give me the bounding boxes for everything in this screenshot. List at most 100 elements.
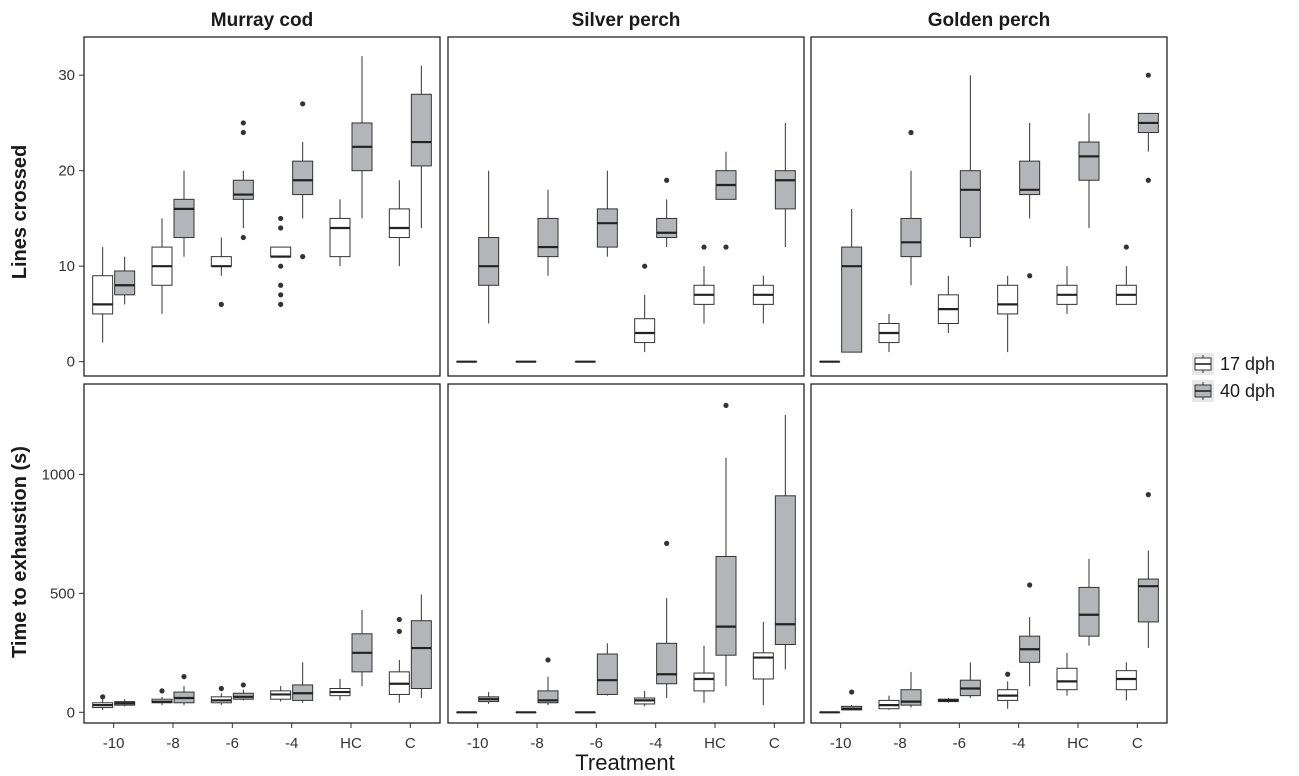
y-tick-label: 1000	[42, 466, 75, 483]
box	[114, 256, 136, 305]
box	[715, 151, 737, 250]
box-body	[752, 652, 774, 680]
box	[596, 643, 618, 696]
box	[151, 688, 173, 706]
box	[1078, 558, 1100, 646]
outlier-point	[159, 688, 165, 694]
panel-titles: Murray cod Silver perch Golden perch	[211, 10, 1050, 31]
panel: 0 500 1000 -10 -8 -6 -4 HC C	[42, 383, 441, 752]
outlier-point	[218, 301, 224, 307]
outlier-point	[664, 540, 670, 546]
x-tick-label: C	[405, 735, 416, 752]
panel-frame	[83, 383, 441, 724]
panel-frame	[83, 36, 441, 377]
outlier-point	[1145, 492, 1151, 498]
box-body	[596, 653, 618, 695]
box-body	[900, 217, 922, 258]
box	[841, 689, 863, 711]
box	[900, 671, 922, 708]
box	[634, 690, 656, 707]
box	[410, 65, 432, 228]
box	[1137, 72, 1159, 183]
box	[388, 616, 410, 703]
box	[596, 170, 618, 257]
box	[351, 56, 373, 219]
box	[92, 247, 114, 343]
box	[937, 275, 959, 334]
x-tick-label: -10	[103, 735, 125, 752]
box	[656, 540, 678, 699]
box-body	[478, 237, 500, 286]
y-axis-label-bottom: Time to exhaustion (s)	[9, 446, 31, 658]
box	[959, 75, 981, 248]
box-body	[270, 246, 292, 258]
box-body	[1137, 578, 1159, 623]
panel-frame	[447, 36, 805, 377]
outlier-point	[1123, 244, 1129, 250]
box	[1056, 266, 1078, 314]
y-tick-label: 0	[67, 704, 75, 721]
box-body	[693, 672, 715, 692]
outlier-point	[278, 263, 284, 269]
box-body	[1078, 141, 1100, 181]
outlier-point	[181, 674, 187, 680]
outlier-point	[1145, 177, 1151, 183]
box	[656, 177, 678, 248]
box	[1137, 492, 1159, 649]
outlier-point	[300, 101, 306, 107]
box	[232, 682, 254, 701]
box-body	[92, 275, 114, 315]
box-body	[114, 270, 136, 296]
outlier-point	[278, 292, 284, 298]
box-body	[1078, 586, 1100, 637]
box	[151, 218, 173, 314]
x-tick-label: -4	[1012, 735, 1025, 752]
box	[292, 662, 314, 703]
outlier-point	[278, 225, 284, 231]
box	[1056, 652, 1078, 696]
outlier-point	[100, 694, 106, 700]
box-body	[173, 198, 195, 239]
outlier-point	[723, 244, 729, 250]
box-body	[656, 642, 678, 685]
legend-label: 40 dph	[1220, 381, 1275, 401]
box	[537, 189, 559, 276]
box-body	[634, 318, 656, 344]
x-tick-label: -6	[590, 735, 603, 752]
box	[292, 101, 314, 260]
panel: -10 -8 -6 -4 HC C	[810, 383, 1168, 752]
outlier-point	[1027, 582, 1033, 588]
outlier-point	[240, 234, 246, 241]
panel-title: Golden perch	[928, 10, 1050, 31]
box	[478, 170, 500, 324]
box	[92, 694, 114, 710]
x-axis-label: Treatment	[575, 750, 674, 775]
x-tick-label: HC	[704, 735, 726, 752]
outlier-point	[396, 628, 402, 635]
box	[329, 678, 351, 701]
box	[693, 244, 715, 324]
box-body	[232, 179, 254, 200]
x-tick-label: C	[769, 735, 780, 752]
box	[173, 170, 195, 257]
box-body	[596, 208, 618, 248]
box-body	[715, 555, 737, 656]
box	[752, 275, 774, 324]
box-body	[537, 217, 559, 258]
outlier-point	[1145, 72, 1151, 78]
box	[997, 275, 1019, 353]
box	[210, 237, 232, 307]
box-body	[1115, 670, 1137, 691]
outlier-point	[278, 215, 284, 222]
box	[210, 685, 232, 706]
outlier-point	[701, 244, 707, 250]
box-body	[900, 689, 922, 706]
box-body	[292, 160, 314, 196]
box	[878, 313, 900, 353]
box	[1019, 122, 1041, 279]
outlier-point	[642, 263, 648, 269]
box	[752, 621, 774, 706]
box-body	[997, 284, 1019, 315]
box-body	[959, 170, 981, 239]
